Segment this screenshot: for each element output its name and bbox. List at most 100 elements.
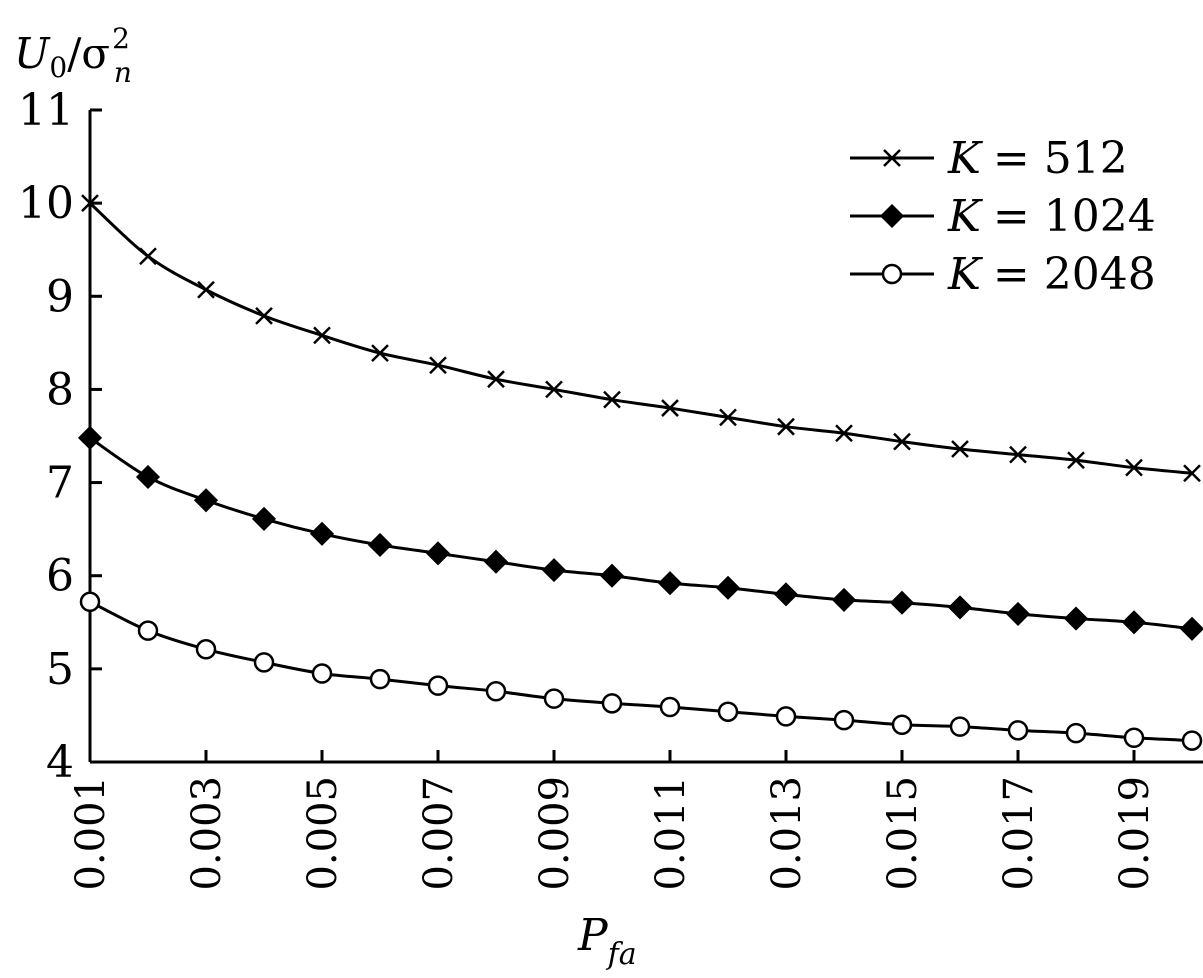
series-1-point — [425, 541, 451, 566]
series-2-point — [543, 688, 565, 709]
series-1-point — [193, 488, 219, 513]
series-2-point — [833, 709, 855, 731]
x-tick-label: 0.003 — [184, 776, 230, 891]
series-line-2 — [89, 600, 1193, 743]
x-tick-label: 0.017 — [996, 776, 1042, 891]
series-2-point — [601, 693, 623, 714]
series-line-0 — [88, 202, 1193, 475]
y-tick-label: 11 — [18, 85, 74, 136]
series-0-point — [197, 280, 215, 299]
legend-marker — [879, 203, 905, 229]
series-1-point — [1005, 601, 1031, 626]
legend-label: K = 512 — [947, 133, 1128, 184]
series-0-point — [545, 380, 563, 399]
series-1-point — [773, 582, 799, 607]
series-0-point — [255, 306, 273, 325]
x-axis-label: Pfa — [577, 910, 637, 972]
series-0-point — [603, 390, 621, 409]
series-2-point — [891, 714, 913, 735]
series-1-point — [599, 563, 625, 588]
series-0-point — [81, 194, 99, 213]
series-0-point — [371, 344, 389, 362]
y-axis-label: U0/σ2 n — [14, 22, 132, 89]
x-tick-label: 0.005 — [300, 776, 346, 891]
x-tick-label: 0.011 — [648, 776, 694, 891]
series-1-point — [715, 575, 741, 600]
series-1-point — [1063, 606, 1089, 631]
series-1-point — [367, 532, 393, 558]
series-2-point — [1123, 727, 1145, 749]
legend-marker — [881, 263, 903, 285]
y-tick-label: 6 — [46, 551, 74, 602]
series-0-point — [1125, 458, 1143, 477]
series-2-point — [949, 716, 971, 737]
legend-item: K = 512 — [850, 133, 1128, 184]
x-tick-label: 0.013 — [764, 776, 810, 891]
x-tick-label: 0.015 — [880, 776, 926, 891]
series-0-point — [429, 356, 447, 375]
series-0-point — [719, 408, 737, 427]
series-1-point — [657, 571, 683, 596]
y-tick-label: 5 — [46, 644, 74, 695]
y-axis-label-subscript-n: n — [114, 56, 132, 89]
series-0-point — [1009, 445, 1027, 464]
x-tick-label: 0.001 — [68, 776, 114, 891]
x-tick-label: 0.019 — [1112, 776, 1158, 891]
series-0-point — [835, 424, 853, 443]
series-2-point — [775, 706, 797, 727]
series-0-point — [1067, 451, 1085, 470]
legend-item: K = 1024 — [850, 191, 1156, 242]
series-1-point — [309, 521, 335, 546]
y-tick-label: 10 — [18, 178, 74, 229]
series-2-point — [1181, 730, 1203, 751]
series-2-point — [195, 639, 217, 660]
series-0-point — [1183, 464, 1201, 483]
legend: K = 512 K = 1024 K = 2048 — [850, 133, 1156, 300]
series-1-point — [1121, 610, 1147, 635]
series-1-point — [251, 506, 277, 531]
series-0-point — [487, 370, 505, 389]
series-0-point — [893, 432, 911, 451]
series-1-point — [483, 549, 509, 574]
x-tick-label: 0.009 — [532, 776, 578, 891]
series-line-1 — [89, 436, 1193, 631]
series-1-point — [1179, 616, 1203, 641]
legend-label: K = 1024 — [947, 191, 1156, 242]
y-tick-label: 8 — [46, 364, 74, 415]
series-2-point — [485, 680, 507, 702]
series-2-point — [253, 652, 275, 673]
series-2-point — [1065, 722, 1087, 744]
x-ticks: 0.001 0.003 0.005 0.007 0.009 0.011 0.013 0.015… — [68, 750, 1158, 891]
series-2-point — [311, 663, 333, 684]
x-tick-label: 0.007 — [416, 776, 462, 891]
y-tick-label: 9 — [46, 271, 74, 322]
series-1-point — [831, 587, 857, 612]
series-2-point — [369, 668, 391, 690]
series-0-point — [139, 247, 157, 266]
series-1-point — [889, 590, 915, 615]
series-1-point — [135, 464, 161, 490]
y-tick-label: 4 — [46, 737, 74, 788]
x-axis-label-subscript: fa — [606, 937, 637, 972]
series-0-point — [313, 326, 331, 345]
series-1-point — [947, 595, 973, 620]
legend-label: K = 2048 — [947, 249, 1156, 300]
y-tick-label: 7 — [46, 458, 74, 509]
series-2-point — [137, 620, 159, 641]
y-axis-label-superscript: 2 — [112, 22, 130, 55]
legend-marker — [883, 149, 901, 167]
legend-item: K = 2048 — [850, 249, 1156, 300]
series-1-point — [77, 425, 103, 450]
y-axis-label-subscript: 0 — [49, 51, 67, 84]
series-0-point — [951, 440, 969, 458]
series-0-point — [777, 417, 795, 436]
series-1-point — [541, 558, 567, 583]
series-2-point — [717, 701, 739, 722]
y-ticks: 4 5 6 7 8 9 10 11 — [18, 85, 102, 788]
series-0-point — [661, 399, 679, 417]
series-2-point — [659, 696, 681, 718]
series-2-point — [79, 591, 101, 613]
series-markers — [77, 194, 1203, 751]
series-2-point — [427, 675, 449, 696]
